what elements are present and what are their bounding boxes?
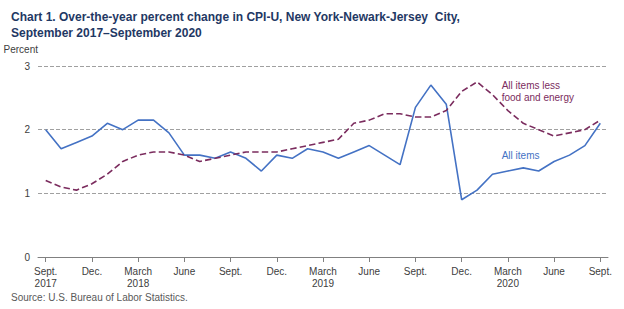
svg-text:Dec.: Dec. [451, 266, 472, 277]
svg-text:0: 0 [24, 252, 30, 263]
svg-text:Sept.: Sept. [404, 266, 427, 277]
svg-text:Source: U.S. Bureau of Labor S: Source: U.S. Bureau of Labor Statistics. [11, 292, 188, 303]
svg-text:food and energy: food and energy [502, 92, 574, 103]
svg-text:Percent: Percent [4, 44, 39, 55]
svg-text:Chart 1. Over-the-year percent: Chart 1. Over-the-year percent change in… [11, 10, 460, 24]
svg-text:1: 1 [24, 188, 30, 199]
svg-text:March: March [309, 266, 337, 277]
svg-text:3: 3 [24, 61, 30, 72]
svg-text:September 2017–September 2020: September 2017–September 2020 [11, 26, 202, 40]
svg-text:Dec.: Dec. [267, 266, 288, 277]
svg-text:2: 2 [24, 124, 30, 135]
svg-text:All items: All items [502, 150, 540, 161]
svg-text:June: June [358, 266, 380, 277]
svg-text:Sept.: Sept. [589, 266, 612, 277]
svg-text:June: June [543, 266, 565, 277]
svg-text:2017: 2017 [35, 278, 58, 289]
svg-text:March: March [124, 266, 152, 277]
svg-text:2019: 2019 [312, 278, 335, 289]
svg-text:2018: 2018 [127, 278, 150, 289]
svg-text:Sept.: Sept. [34, 266, 57, 277]
svg-text:Sept.: Sept. [219, 266, 242, 277]
svg-text:June: June [174, 266, 196, 277]
svg-text:2020: 2020 [497, 278, 520, 289]
svg-text:All items less: All items less [502, 80, 560, 91]
svg-text:March: March [494, 266, 522, 277]
svg-text:Dec.: Dec. [82, 266, 103, 277]
